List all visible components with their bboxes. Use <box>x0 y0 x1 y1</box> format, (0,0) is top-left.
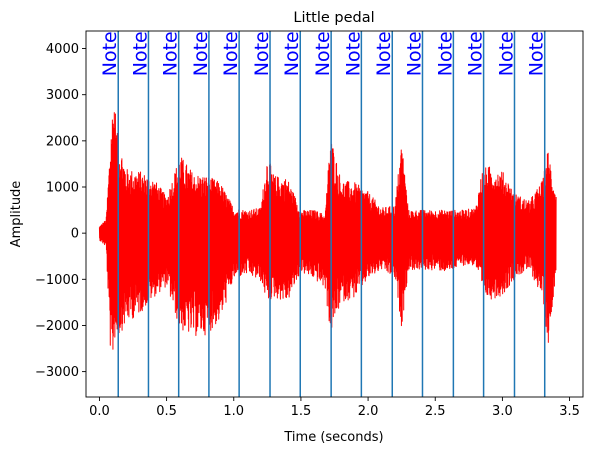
note-label: Note1 <box>220 19 242 76</box>
x-tick-label: 3.5 <box>559 404 580 419</box>
note-label: Note3 <box>342 19 364 76</box>
y-tick-label: 4000 <box>46 42 79 57</box>
y-tick-label: 2000 <box>46 134 79 149</box>
note-label: Note5 <box>495 19 517 76</box>
note-label: Note3 <box>373 19 395 76</box>
note-label: Note4 <box>403 19 425 76</box>
note-label: Note3 <box>312 19 334 76</box>
x-tick-label: 3.0 <box>492 404 513 419</box>
waveform-line <box>98 112 557 350</box>
x-tick-label: 1.0 <box>223 404 244 419</box>
note-label: Note1 <box>190 19 212 76</box>
y-tick-label: 0 <box>71 227 79 242</box>
x-tick-label: 2.5 <box>425 404 446 419</box>
x-tick-label: 0.5 <box>156 404 177 419</box>
note-label: Note0 <box>99 19 121 76</box>
note-label: Note2 <box>251 19 273 76</box>
note-label: Note2 <box>281 19 303 76</box>
y-tick-label: −3000 <box>35 365 79 380</box>
x-tick-label: 0.0 <box>89 404 110 419</box>
y-tick-label: −1000 <box>35 273 79 288</box>
plot-frame <box>85 30 584 398</box>
x-tick-label: 1.5 <box>291 404 312 419</box>
x-tick-label: 2.0 <box>358 404 379 419</box>
note-label: Note6 <box>526 19 548 76</box>
x-axis: 0.0 0.5 1.0 1.5 2.0 2.5 3.0 3.5 <box>89 397 580 419</box>
y-axis-label: Amplitude <box>9 181 24 248</box>
note-label: Note5 <box>465 19 487 76</box>
note-label: Note0 <box>129 19 151 76</box>
note-label: Note0 <box>160 19 182 76</box>
x-axis-label: Time (seconds) <box>283 430 383 445</box>
y-axis: −3000 −2000 −1000 0 1000 2000 3000 4000 <box>35 42 86 380</box>
y-tick-label: −2000 <box>35 319 79 334</box>
y-tick-label: 1000 <box>46 181 79 196</box>
chart-title: Little pedal <box>293 10 374 26</box>
y-tick-label: 3000 <box>46 88 79 103</box>
note-label: Note4 <box>434 19 456 76</box>
